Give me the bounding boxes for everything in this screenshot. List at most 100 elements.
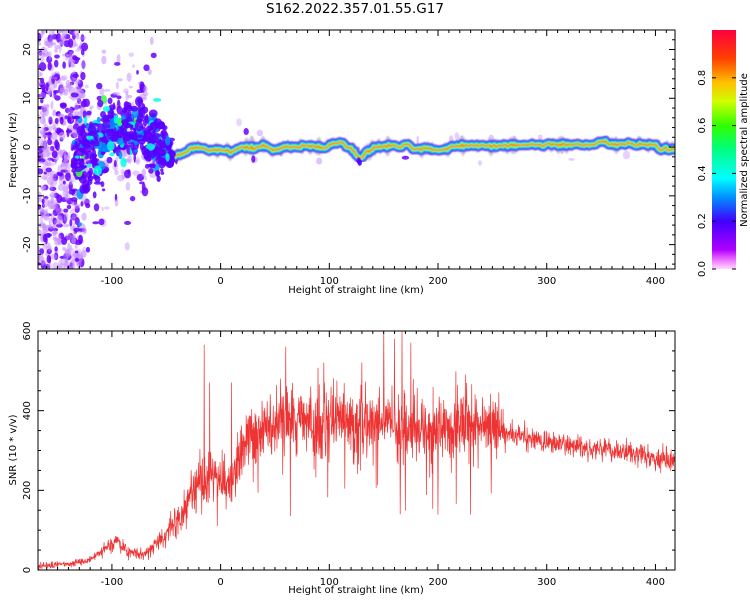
spectrogram-noise-blob [45,82,49,92]
spectrogram-noise-blob [116,53,121,64]
spectrogram-early-blob [162,125,168,131]
spectrogram-early-blob [103,168,108,174]
spectrogram-noise-blob [51,94,56,99]
spectrogram-noise-blob [454,132,460,140]
spectrogram-noise-blob [44,105,48,113]
spectrogram-noise-blob [116,95,122,100]
spectrogram-noise-blob [416,135,419,145]
spectrogram-noise-blob [74,205,80,213]
spectrogram-early-blob [106,140,115,151]
snr-y-tick-label: 600 [22,321,33,340]
spectrogram-early-blob [94,175,101,184]
spectrogram-noise-blob [72,55,78,61]
spectrogram-noise-blob [50,40,54,45]
spectrogram-noise-blob [70,107,76,111]
spectrogram-noise-blob [52,108,56,116]
colorbar-tick-label: 0.4 [697,165,708,181]
spectrogram-noise-blob [70,197,78,202]
spectrogram-noise-blob [56,171,64,176]
spectrogram-noise-blob [129,196,136,202]
spectrogram-early-blob [138,139,146,145]
spectrogram-early-blob [74,155,80,159]
spectrogram-early-blob [146,143,155,151]
spectrogram-early-blob [98,137,103,143]
spectrogram-noise-blob [65,194,68,201]
spectrogram-noise-blob [61,74,68,81]
spectrogram-noise-blob [39,126,47,135]
spectrogram-noise-blob [61,35,65,44]
spectrogram-noise-blob [135,156,141,166]
spectrogram-noise-blob [101,188,106,192]
spectrogram-noise-blob [40,185,44,192]
spectrogram-early-blob [87,163,92,168]
spectrogram-noise-blob [54,117,59,124]
spectrogram-early-blob [86,170,92,180]
spectrogram-noise-blob [46,248,52,255]
spectrogram-noise-blob [70,213,77,221]
spectrogram-noise-blob [62,180,66,185]
spectrogram-noise-blob [52,229,57,236]
spectrogram-noise-blob [79,36,87,40]
spectrogram-noise-blob [43,177,47,181]
spectrogram-x-tick-label: 100 [320,276,339,287]
spectrogram-early-blob [152,129,156,134]
spectrogram-noise-blob [124,220,131,226]
spectrogram-noise-blob [38,62,47,72]
spectrogram-noise-blob [78,234,83,245]
spectrogram-noise-blob [39,130,46,135]
spectrogram-early-blob [82,184,90,195]
spectrogram-noise-blob [59,90,64,96]
spectrogram-noise-blob [54,238,61,246]
spectrogram-noise-blob [74,250,79,254]
spectrogram-noise-blob [110,30,113,31]
spectrogram-noise-blob [49,90,53,98]
spectrogram-x-axis-label: Height of straight line (km) [288,285,424,296]
spectrogram-noise-blob [67,107,74,117]
spectrogram-noise-blob [62,189,66,198]
spectrogram-noise-blob [71,201,77,207]
spectrogram-early-blob [74,166,83,173]
spectrogram-dip-blob [156,175,161,182]
spectrogram-noise-blob [251,155,256,163]
spectrogram-early-blob [108,130,114,137]
spectrogram-noise-blob [63,212,69,222]
spectrogram-early-blob [85,135,94,140]
spectrogram-noise-blob [62,61,67,69]
spectrogram-noise-blob [40,175,48,180]
spectrogram-noise-blob [54,156,57,165]
spectrogram-noise-blob [55,207,64,215]
spectrogram-noise-blob [622,150,631,160]
spectrogram-noise-blob [40,98,44,104]
spectrogram-early-blob [73,158,80,163]
spectrogram-noise-blob [114,199,119,207]
spectrogram-noise-blob [59,81,64,91]
spectrogram-y-tick-label: -20 [22,236,33,252]
spectrogram-noise-blob [51,150,58,159]
spectrogram-early-blob [139,142,144,151]
spectrogram-noise-blob [50,195,54,204]
spectrogram-noise-blob [69,244,73,251]
spectrogram-noise-blob [45,172,49,177]
spectrogram-noise-blob [40,211,45,217]
spectrogram-noise-blob [66,204,72,210]
spectrogram-early-blob [71,115,81,120]
spectrogram-early-blob [155,139,164,149]
spectrogram-noise-blob [39,56,45,64]
spectrogram-noise-blob [39,215,44,225]
spectrogram-noise-blob [69,63,76,68]
spectrogram-noise-blob [60,38,65,42]
spectrogram-noise-blob [99,87,105,97]
spectrogram-x-tick-label: 200 [428,276,447,287]
spectrogram-noise-blob [52,126,58,132]
spectrogram-noise-blob [38,51,45,56]
spectrogram-noise-blob [52,208,59,217]
snr-x-tick-label: 200 [428,577,447,588]
spectrogram-noise-blob [50,82,55,92]
spectrogram-early-blob [141,106,149,114]
spectrogram-noise-blob [64,162,69,172]
spectrogram-noise-blob [74,111,80,116]
spectrogram-early-blob [96,116,101,123]
spectrogram-early-blob [117,117,123,127]
spectrogram-early-blob [130,141,135,151]
